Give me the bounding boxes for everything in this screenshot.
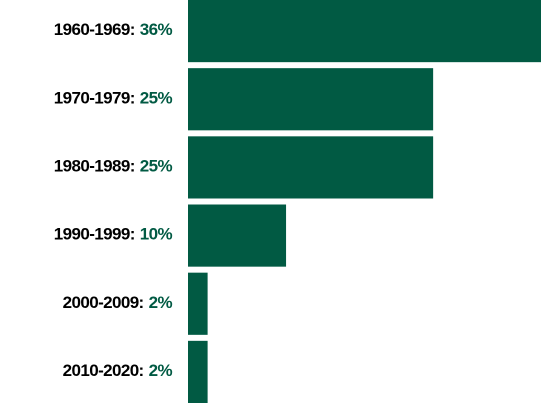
value-label: 25%	[140, 89, 173, 108]
bar-label: 1960-1969: 36%	[54, 21, 173, 40]
bar	[188, 340, 208, 403]
bar-label: 1970-1979: 25%	[54, 89, 173, 108]
bar-label: 1990-1999: 10%	[54, 225, 173, 244]
bar-label: 1980-1989: 25%	[54, 157, 173, 176]
bar	[188, 0, 541, 63]
bar-label: 2010-2020: 2%	[63, 361, 173, 380]
category-label: 1970-1979:	[54, 89, 135, 108]
value-label: 2%	[149, 293, 173, 312]
bar	[188, 136, 434, 199]
value-label: 10%	[140, 225, 173, 244]
bar	[188, 272, 208, 335]
value-label: 25%	[140, 157, 173, 176]
category-label: 2010-2020:	[63, 361, 144, 380]
category-label: 1990-1999:	[54, 225, 135, 244]
category-label: 2000-2009:	[63, 293, 144, 312]
bar	[188, 68, 434, 131]
category-label: 1980-1989:	[54, 157, 135, 176]
category-label: 1960-1969:	[54, 21, 135, 40]
value-label: 36%	[140, 21, 173, 40]
bar-label: 2000-2009: 2%	[63, 293, 173, 312]
bar	[188, 204, 287, 267]
value-label: 2%	[149, 361, 173, 380]
